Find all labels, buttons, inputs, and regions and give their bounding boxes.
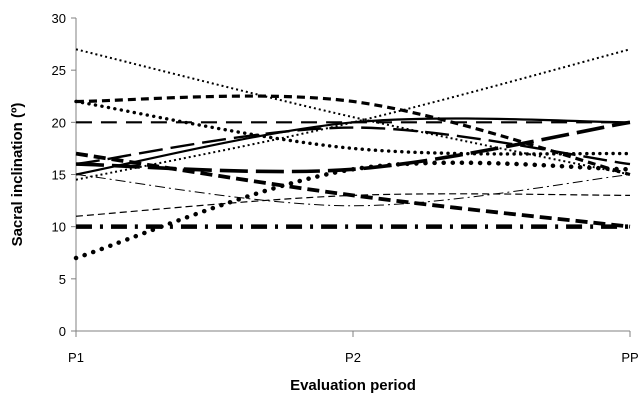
series-line-8 [75, 126, 631, 166]
x-tick-label: P2 [345, 350, 361, 365]
series-line-6 [75, 151, 631, 229]
series-line-9 [74, 99, 632, 156]
y-tick-label: 25 [52, 63, 66, 78]
y-tick-label: 15 [52, 168, 66, 183]
series-line-11 [75, 193, 631, 217]
x-axis-title: Evaluation period [290, 377, 416, 394]
y-tick-label: 20 [52, 115, 66, 130]
x-tick-label: P1 [68, 350, 84, 365]
series-line-2 [75, 48, 631, 176]
y-tick-label: 5 [59, 272, 66, 287]
axes: 0 5 10 15 20 25 30 P1 P2 PP [52, 11, 639, 365]
series-line-10 [75, 174, 631, 207]
series-line-4 [75, 94, 631, 177]
series-layer [73, 48, 633, 261]
series-line-3 [73, 160, 633, 261]
y-axis-title: Sacral inclination (º) [9, 103, 26, 247]
y-tick-label: 10 [52, 220, 66, 235]
series-line-7 [75, 120, 631, 174]
y-tick-label: 30 [52, 11, 66, 26]
x-tick-label: PP [621, 350, 638, 365]
y-tick-label: 0 [59, 324, 66, 339]
series-line-13 [75, 48, 631, 181]
